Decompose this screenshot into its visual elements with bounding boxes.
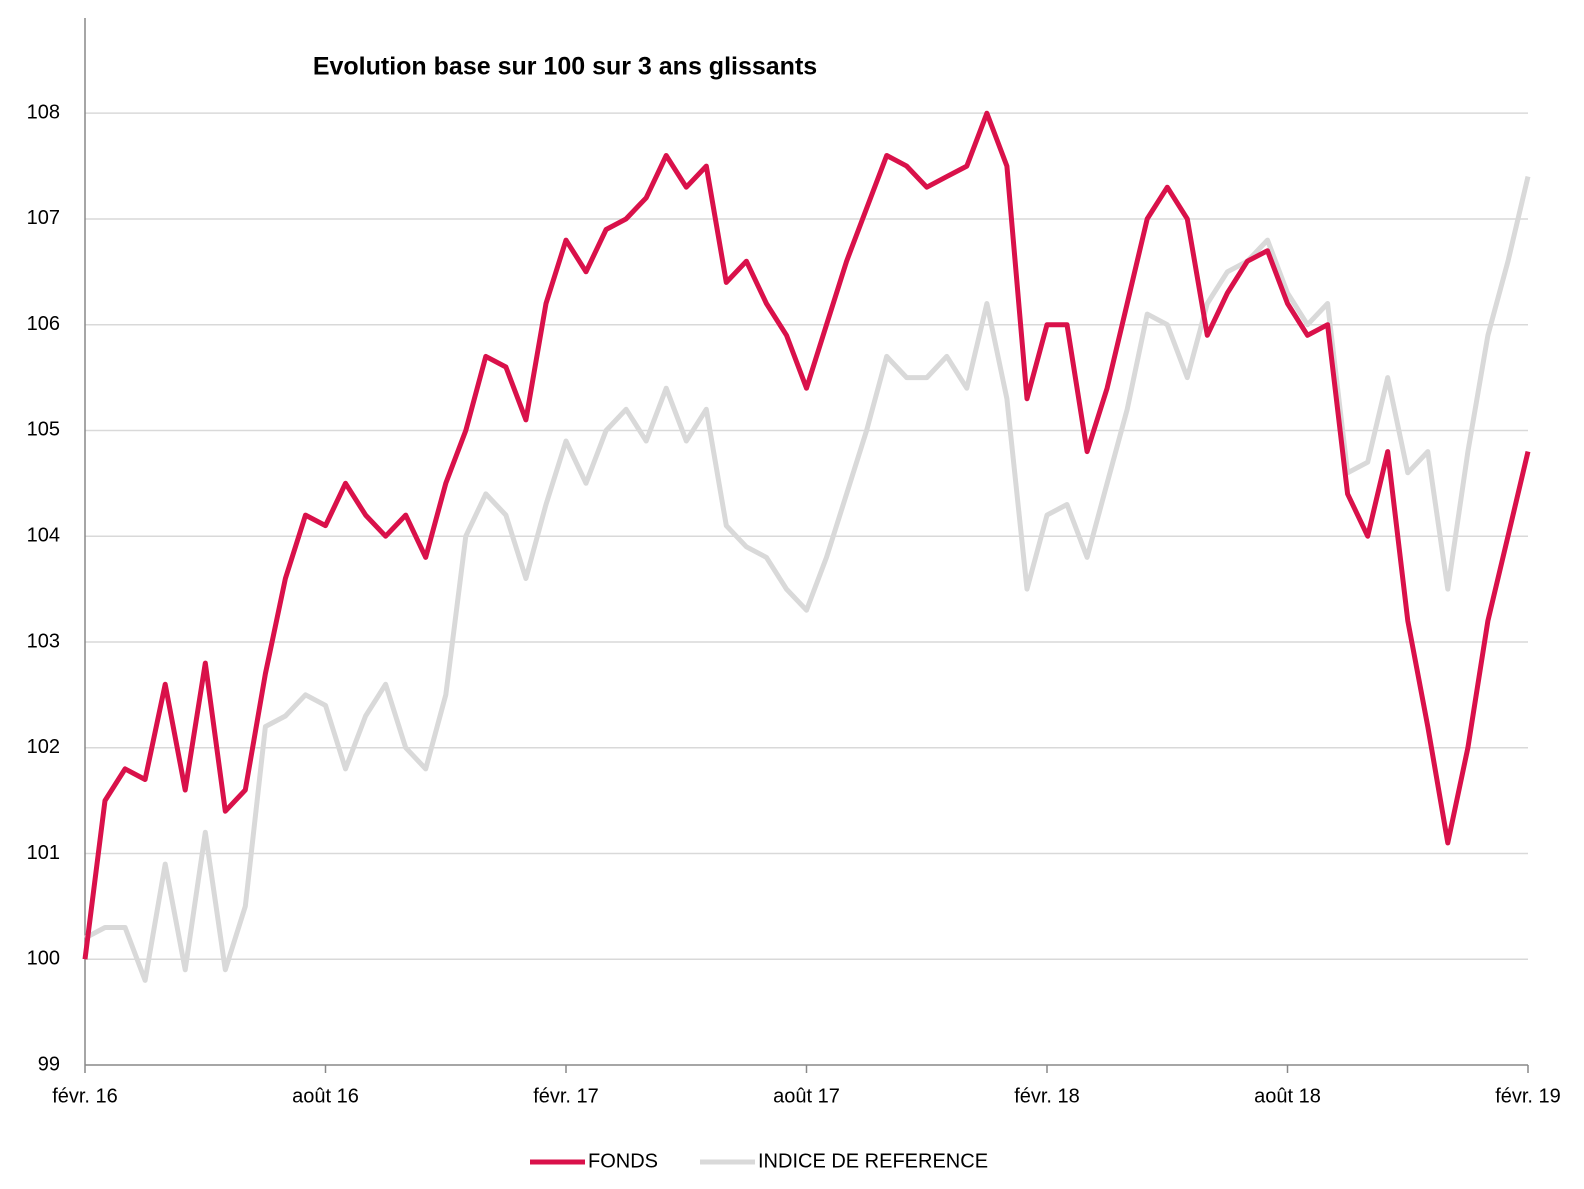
y-tick-label: 105	[27, 419, 60, 441]
y-tick-label: 106	[27, 313, 60, 335]
x-tick-label: août 18	[1254, 1085, 1321, 1107]
y-tick-label: 101	[27, 842, 60, 864]
x-tick-label: août 16	[292, 1085, 359, 1107]
x-tick-label: août 17	[773, 1085, 840, 1107]
x-tick-label: févr. 19	[1495, 1085, 1561, 1107]
y-tick-label: 104	[27, 524, 60, 546]
series-line	[82, 110, 1531, 960]
legend-label: FONDS	[588, 1150, 658, 1172]
x-tick-label: févr. 16	[52, 1085, 118, 1107]
legend-label: INDICE DE REFERENCE	[758, 1150, 988, 1172]
y-tick-label: 103	[27, 630, 60, 652]
series-line	[83, 176, 1531, 983]
y-tick-label: 108	[27, 101, 60, 123]
y-tick-label: 102	[27, 736, 60, 758]
chart-title: Evolution base sur 100 sur 3 ans glissan…	[313, 53, 817, 81]
y-tick-label: 99	[38, 1053, 60, 1075]
y-tick-label: 107	[27, 207, 60, 229]
x-tick-label: févr. 17	[533, 1085, 599, 1107]
x-tick-label: févr. 18	[1014, 1085, 1080, 1107]
y-tick-label: 100	[27, 948, 60, 970]
